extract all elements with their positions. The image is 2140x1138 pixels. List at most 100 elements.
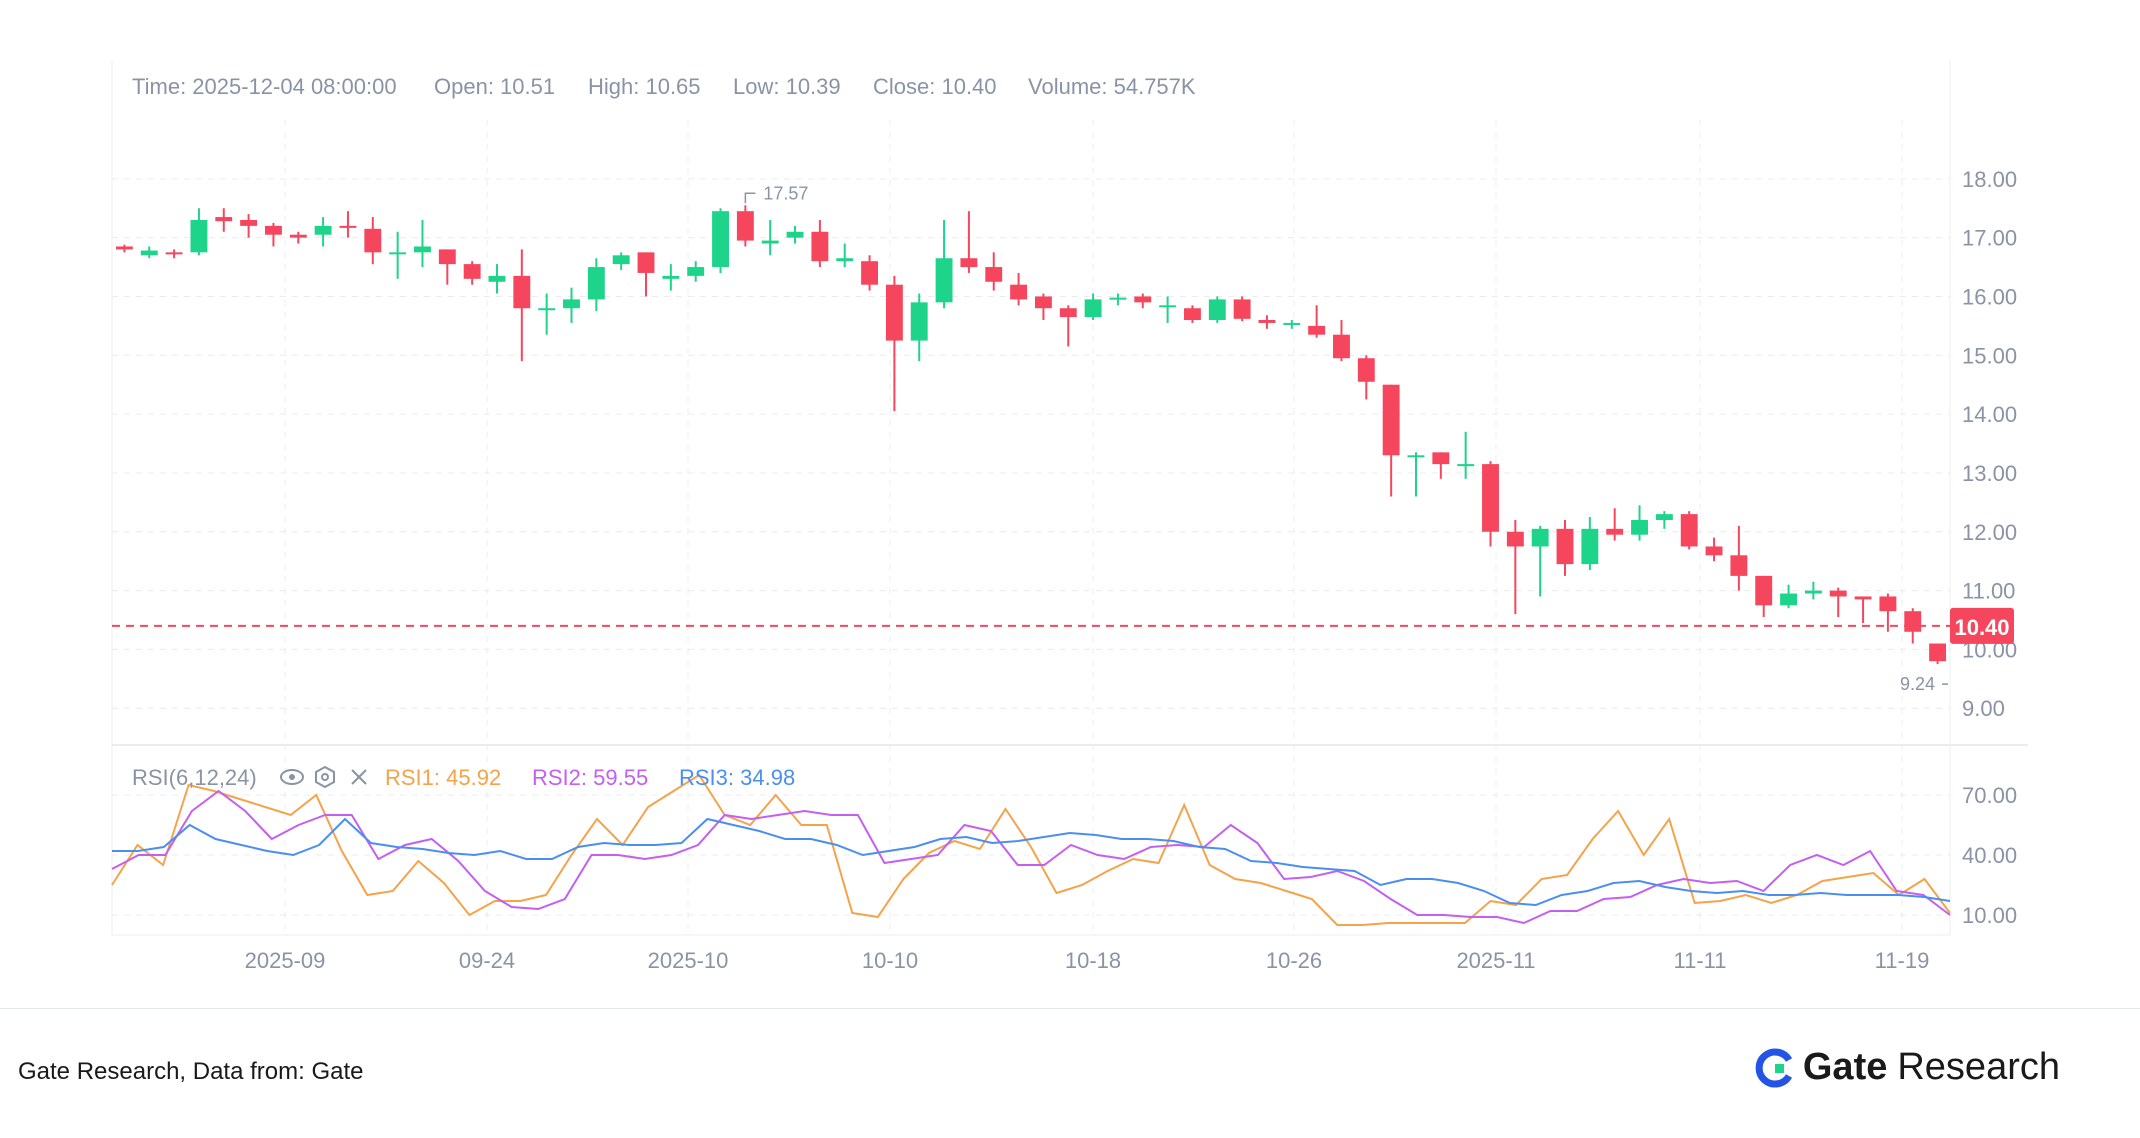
candle-down — [861, 255, 878, 291]
candle-body — [637, 252, 655, 273]
candle-body — [1233, 299, 1251, 319]
candle-body — [513, 275, 531, 309]
candle-down — [165, 249, 183, 259]
candle-up — [389, 231, 407, 279]
candle-down — [1730, 525, 1748, 591]
rsi-tick-label: 40.00 — [1962, 843, 2017, 868]
candle-down — [1134, 293, 1152, 309]
candle-body — [1854, 596, 1872, 600]
candle-body — [1034, 296, 1052, 309]
candle-down — [1705, 537, 1723, 562]
candlestick-series — [115, 205, 1947, 665]
candle-up — [488, 264, 506, 294]
brand-suffix: Research — [1897, 1046, 2060, 1088]
candle-up — [1084, 293, 1102, 320]
candle-body — [1606, 528, 1624, 535]
candle-body — [240, 220, 258, 226]
candle-down — [1606, 508, 1624, 541]
candle-up — [761, 220, 779, 256]
rsi-tick-label: 10.00 — [1962, 903, 2017, 928]
candle-body — [1109, 297, 1127, 300]
low-marker-label: 9.24 — [1900, 674, 1935, 694]
candle-body — [1581, 528, 1599, 565]
candle-up — [687, 261, 705, 282]
candle-body — [1283, 322, 1301, 325]
price-axis: 18.00 17.00 16.00 15.00 14.00 13.00 12.00 11.00… — [1962, 167, 2017, 721]
candle-down — [960, 211, 978, 273]
ohlc-volume: Volume: 54.757K — [1028, 74, 1196, 99]
candle-down — [1184, 305, 1201, 323]
high-marker-pointer — [744, 192, 756, 204]
eye-icon[interactable] — [280, 769, 304, 785]
rsi-title: RSI(6,12,24) — [132, 765, 257, 790]
candle-body — [140, 250, 158, 256]
time-tick-label: 11-19 — [1875, 948, 1930, 973]
candle-down — [115, 244, 133, 253]
candle-down — [463, 261, 481, 285]
candle-body — [115, 246, 133, 250]
time-tick-label: 10-26 — [1266, 948, 1322, 973]
candle-down — [339, 211, 357, 238]
candle-body — [1755, 575, 1773, 606]
settings-icon[interactable] — [315, 765, 335, 789]
ohlc-time: Time: 2025-12-04 08:00:00 — [132, 74, 397, 99]
candle-body — [1804, 590, 1822, 594]
candle-body — [736, 211, 754, 241]
price-tick-label: 15.00 — [1962, 343, 2017, 368]
candle-up — [1804, 581, 1822, 600]
candle-body — [1879, 596, 1897, 612]
candle-down — [1010, 272, 1028, 306]
candle-up — [1531, 525, 1549, 597]
candle-body — [1357, 358, 1375, 382]
candle-down — [1059, 305, 1077, 347]
candle-body — [662, 275, 680, 279]
candle-down — [1233, 296, 1251, 322]
candle-body — [885, 284, 903, 341]
candle-up — [935, 220, 953, 309]
candle-down — [1755, 575, 1773, 618]
candle-body — [985, 267, 1003, 282]
candle-body — [1482, 464, 1499, 532]
candle-body — [1631, 520, 1648, 535]
candle-body — [1432, 452, 1450, 465]
close-icon[interactable] — [351, 769, 367, 785]
candle-body — [910, 302, 928, 341]
rsi2-value: RSI2: 59.55 — [532, 765, 648, 790]
price-tick-label: 18.00 — [1962, 167, 2017, 192]
candle-body — [215, 217, 233, 222]
candle-body — [1705, 546, 1723, 556]
footer-divider — [0, 1008, 2140, 1009]
candle-down — [1829, 587, 1847, 618]
candle-body — [190, 220, 208, 253]
time-axis: 2025-09 09-24 2025-10 10-10 10-18 10-26 2025-1… — [245, 948, 1930, 973]
last-price-label: 10.40 — [1954, 615, 2009, 640]
candle-down — [1929, 643, 1947, 665]
brand-logo: Gate Research — [1755, 1046, 2060, 1089]
candle-up — [662, 264, 680, 291]
candle-down — [637, 252, 655, 297]
time-tick-label: 10-18 — [1065, 948, 1121, 973]
price-tick-label: 13.00 — [1962, 461, 2017, 486]
candle-down — [265, 222, 282, 247]
candle-up — [910, 293, 928, 362]
candle-down — [1482, 461, 1499, 547]
candle-down — [1879, 593, 1897, 632]
candle-body — [1134, 296, 1152, 303]
candle-up — [563, 287, 580, 323]
gate-logo-icon — [1755, 1048, 1792, 1087]
rsi-tick-label: 70.00 — [1962, 783, 2017, 808]
candle-up — [1581, 517, 1599, 570]
grid-lines — [111, 60, 2028, 936]
candle-down — [240, 214, 258, 238]
candle-body — [712, 211, 729, 268]
candle-body — [463, 264, 481, 279]
candle-down — [215, 208, 233, 232]
candle-body — [1382, 384, 1400, 456]
time-tick-label: 2025-10 — [648, 948, 729, 973]
ohlc-close: Close: 10.40 — [873, 74, 997, 99]
candle-down — [1034, 293, 1052, 320]
candle-body — [289, 234, 307, 238]
candle-body — [960, 258, 978, 268]
candle-body — [1258, 320, 1276, 323]
candle-body — [1655, 514, 1673, 520]
